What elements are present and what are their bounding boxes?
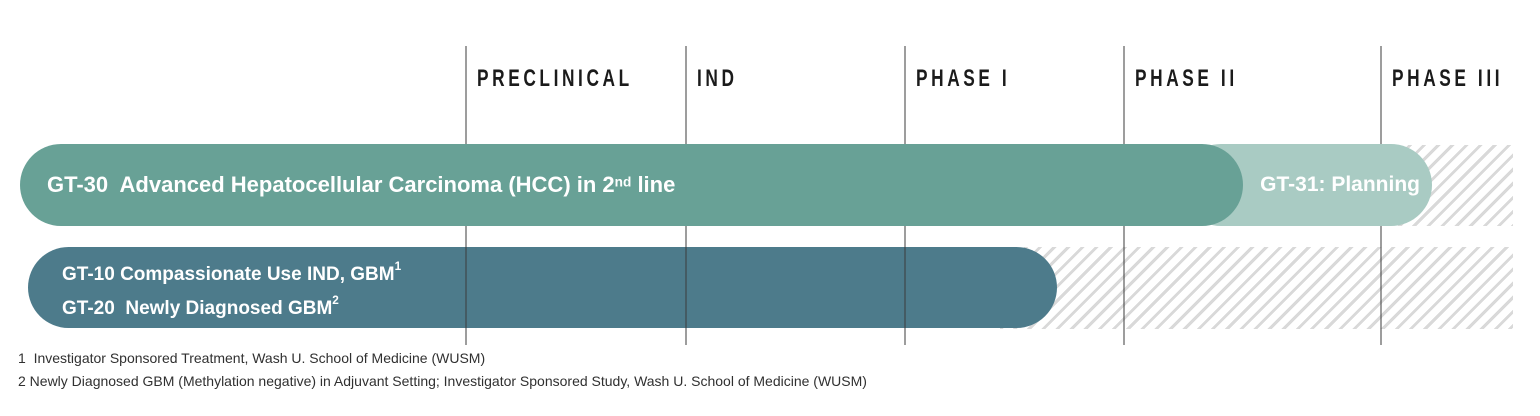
bar-gt10-superscript: 1 <box>394 259 402 273</box>
bar-gt20-superscript: 2 <box>332 293 339 307</box>
bar-gt20-label-main: GT-20 Newly Diagnosed GBM <box>62 297 333 319</box>
phase-label-phase-1: PHASE I <box>916 65 1011 92</box>
footnote-2: 2 Newly Diagnosed GBM (Methylation negat… <box>18 373 867 389</box>
bar-gt30-label-main: GT-30 Advanced Hepatocellular Carcinoma … <box>47 172 615 197</box>
phase-label-phase-2: PHASE II <box>1135 65 1238 92</box>
phase-label-ind: IND <box>697 65 738 92</box>
footnote-1: 1 Investigator Sponsored Treatment, Wash… <box>18 350 486 366</box>
bar-gt20-label: GT-20 Newly Diagnosed GBM2 <box>62 288 339 322</box>
bar-gt31-label: GT-31: Planning <box>1260 173 1420 196</box>
bar-gt30-hcc: GT-30 Advanced Hepatocellular Carcinoma … <box>20 144 1243 226</box>
phase-label-phase-3: PHASE III <box>1392 65 1504 92</box>
phase-label-preclinical: PRECLINICAL <box>477 65 633 92</box>
bar-gt10-label: GT-10 Compassionate Use IND, GBM1 <box>62 254 401 288</box>
bar-gt10-gt20-gbm: GT-10 Compassionate Use IND, GBM1 GT-20 … <box>28 247 1057 328</box>
bar-gt30-superscript: nd <box>614 174 632 190</box>
hatch-future-row2 <box>1000 247 1513 329</box>
bar-gt30-label-tail: line <box>631 172 676 197</box>
bar-gt10-label-main: GT-10 Compassionate Use IND, GBM <box>62 263 395 285</box>
bar-gt30-label: GT-30 Advanced Hepatocellular Carcinoma … <box>47 172 675 198</box>
